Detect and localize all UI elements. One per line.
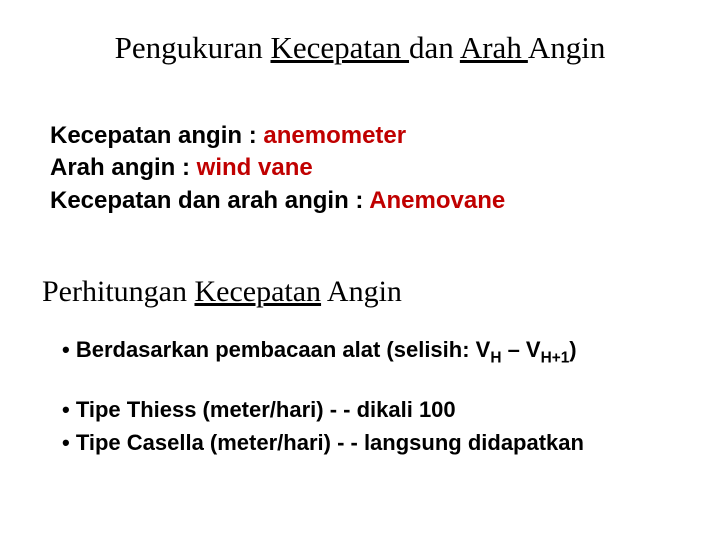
title-word-3: dan xyxy=(409,30,460,65)
subtitle-word-2: Kecepatan xyxy=(194,275,321,308)
definition-line-3: Kecepatan dan arah angin : Anemovane xyxy=(50,185,505,217)
bullet-1-sub-1: H xyxy=(490,349,501,366)
title-word-1: Pengukuran xyxy=(115,30,271,65)
bullet-3: • Tipe Casella (meter/hari) - - langsung… xyxy=(62,428,584,458)
bullet-1-part-b: – V xyxy=(501,337,540,362)
def1-label: Kecepatan angin : xyxy=(50,122,263,149)
bullet-gap xyxy=(62,369,584,395)
title-word-5: Angin xyxy=(528,30,606,65)
subtitle-word-1: Perhitungan xyxy=(42,275,187,308)
bullet-list: • Berdasarkan pembacaan alat (selisih: V… xyxy=(62,335,584,462)
title-word-2: Kecepatan xyxy=(270,30,409,65)
section-subtitle: Perhitungan Kecepatan Angin xyxy=(42,275,402,309)
slide: Pengukuran Kecepatan dan Arah Angin Kece… xyxy=(0,0,720,540)
def2-label: Arah angin : xyxy=(50,154,197,181)
bullet-1-part-c: ) xyxy=(569,337,576,362)
def2-value: wind vane xyxy=(197,154,313,181)
def1-value: anemometer xyxy=(263,122,406,149)
bullet-1: • Berdasarkan pembacaan alat (selisih: V… xyxy=(62,335,584,365)
def3-label: Kecepatan dan arah angin : xyxy=(50,187,369,214)
slide-title: Pengukuran Kecepatan dan Arah Angin xyxy=(0,30,720,66)
subtitle-word-3: Angin xyxy=(327,275,402,308)
bullet-2: • Tipe Thiess (meter/hari) - - dikali 10… xyxy=(62,395,584,425)
definitions-block: Kecepatan angin : anemometer Arah angin … xyxy=(50,120,505,217)
bullet-1-part-a: • Berdasarkan pembacaan alat (selisih: V xyxy=(62,337,490,362)
bullet-1-sub-2: H+1 xyxy=(541,349,570,366)
title-word-4: Arah xyxy=(460,30,528,65)
definition-line-2: Arah angin : wind vane xyxy=(50,152,505,184)
definition-line-1: Kecepatan angin : anemometer xyxy=(50,120,505,152)
def3-value: Anemovane xyxy=(369,187,505,214)
